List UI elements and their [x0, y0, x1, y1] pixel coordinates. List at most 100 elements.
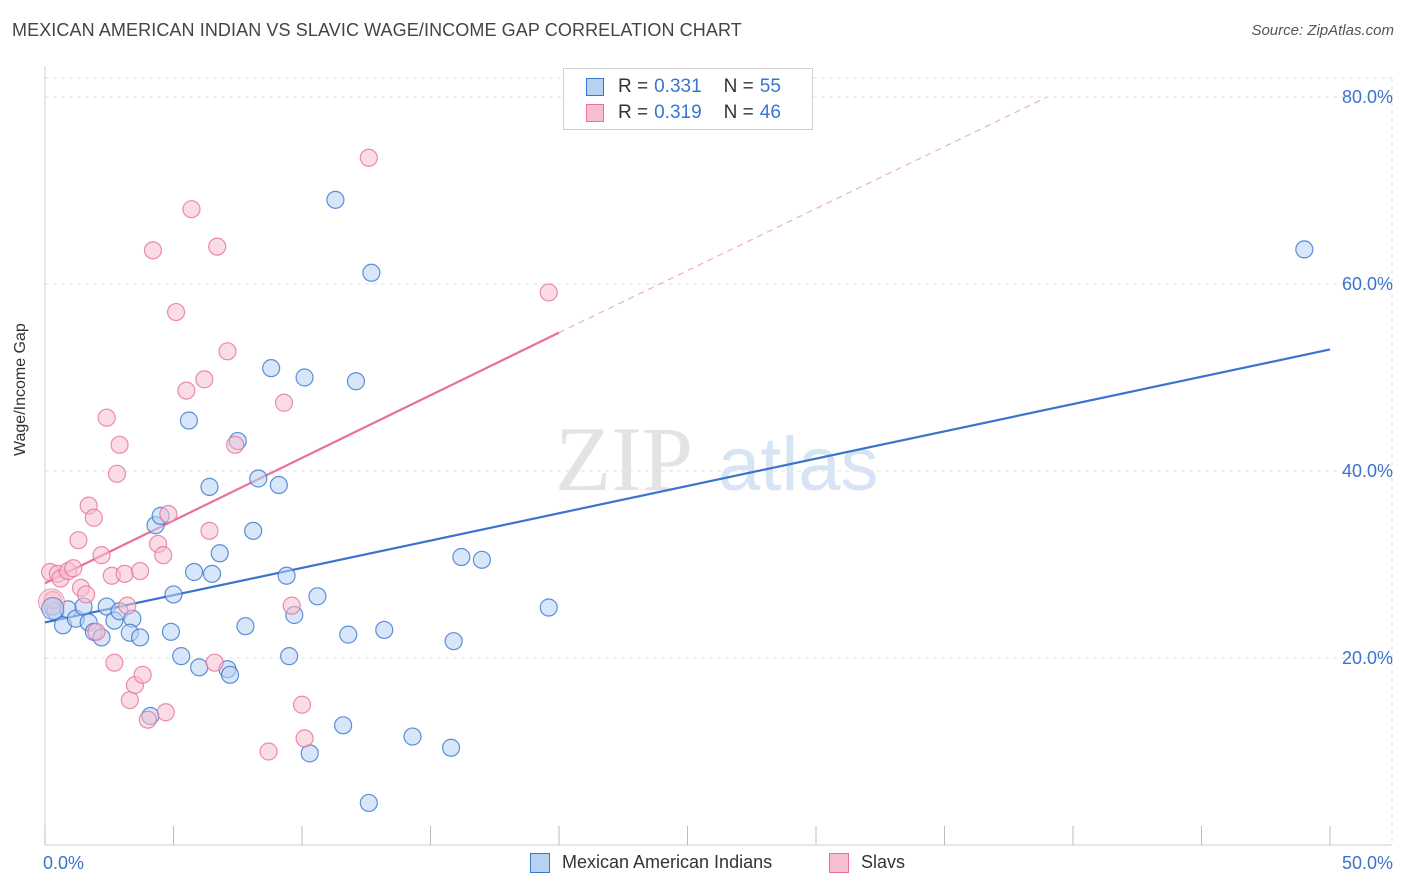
point-mexican-american-indians	[184, 562, 204, 582]
point-mexican-american-indians	[539, 598, 558, 617]
point-mexican-american-indians	[362, 263, 381, 282]
point-slavs	[195, 370, 214, 389]
legend-swatch-pink	[586, 104, 604, 122]
point-mexican-american-indians	[179, 411, 199, 430]
point-mexican-american-indians	[441, 738, 461, 757]
y-tick-label: 60.0%	[1342, 274, 1393, 294]
x-tick-label: 0.0%	[43, 853, 84, 873]
legend-n-value: 46	[759, 102, 781, 123]
point-slavs	[105, 653, 124, 672]
point-slavs	[154, 546, 173, 565]
point-slavs	[97, 408, 116, 427]
point-mexican-american-indians	[130, 628, 150, 647]
legend-swatch-blue	[586, 78, 604, 96]
point-slavs	[130, 561, 150, 581]
point-slavs	[208, 237, 227, 256]
y-tick-label: 40.0%	[1342, 461, 1393, 481]
point-cluster-mexican-american-indians	[41, 596, 65, 620]
point-slavs	[77, 585, 96, 604]
legend-r-value: 0.319	[654, 102, 702, 123]
x-tick-label: 50.0%	[1342, 853, 1393, 873]
chart-title: MEXICAN AMERICAN INDIAN VS SLAVIC WAGE/I…	[12, 20, 742, 40]
point-slavs	[156, 703, 175, 722]
point-mexican-american-indians	[164, 585, 183, 604]
point-mexican-american-indians	[172, 647, 191, 666]
point-slavs	[118, 596, 137, 615]
point-slavs	[218, 342, 237, 361]
correlation-legend: R = 0.331 N = 55 R = 0.319 N = 46	[563, 68, 813, 130]
point-mexican-american-indians	[277, 566, 296, 585]
trend-line-slavs	[44, 331, 560, 585]
trend-line-mexican-american-indians	[44, 348, 1331, 624]
source-label: Source: ZipAtlas.com	[1251, 22, 1394, 39]
point-slavs	[292, 695, 312, 714]
point-slavs	[159, 504, 178, 524]
point-slavs	[259, 742, 278, 761]
point-mexican-american-indians	[326, 190, 345, 209]
point-slavs	[92, 546, 111, 565]
point-mexican-american-indians	[190, 658, 209, 677]
point-slavs	[205, 653, 224, 672]
legend-n-label: N =	[723, 76, 754, 97]
legend-row-mexican-american-indians: R = 0.331 N = 55	[586, 75, 781, 99]
point-slavs	[295, 729, 314, 748]
point-slavs	[84, 508, 103, 527]
point-mexican-american-indians	[308, 587, 327, 606]
point-mexican-american-indians	[375, 620, 394, 640]
point-slavs	[166, 302, 186, 322]
point-mexican-american-indians	[1295, 240, 1314, 259]
point-mexican-american-indians	[236, 617, 255, 636]
point-mexican-american-indians	[472, 550, 491, 569]
point-slavs	[539, 283, 558, 302]
point-slavs	[200, 521, 219, 540]
point-slavs	[177, 381, 196, 400]
point-mexican-american-indians	[210, 544, 229, 563]
point-slavs	[107, 464, 127, 483]
point-mexican-american-indians	[403, 727, 422, 746]
y-tick-label: 80.0%	[1342, 87, 1393, 107]
point-slavs	[115, 564, 134, 583]
point-slavs	[138, 710, 157, 729]
bottom-legend-swatch-pink	[829, 852, 849, 873]
trend-line-slavs-extension	[558, 96, 1048, 334]
point-slavs	[143, 241, 163, 260]
point-mexican-american-indians	[452, 547, 471, 567]
point-slavs	[64, 559, 83, 578]
point-mexican-american-indians	[444, 632, 463, 651]
legend-n-value: 55	[759, 76, 781, 97]
point-mexican-american-indians	[339, 625, 358, 644]
point-mexican-american-indians	[200, 477, 219, 496]
watermark-zip: ZIP	[555, 408, 693, 510]
point-slavs	[182, 200, 201, 219]
point-mexican-american-indians	[244, 521, 263, 540]
bottom-legend-swatch-blue	[530, 852, 550, 873]
point-slavs	[274, 393, 294, 412]
point-slavs	[110, 435, 129, 454]
legend-r-label: R =	[618, 102, 649, 123]
point-slavs	[87, 622, 106, 641]
watermark-atlas: atlas	[718, 422, 879, 507]
point-mexican-american-indians	[202, 564, 222, 583]
point-mexican-american-indians	[262, 359, 281, 378]
point-slavs	[69, 531, 88, 550]
point-mexican-american-indians	[346, 372, 366, 391]
point-mexican-american-indians	[359, 793, 378, 813]
bottom-legend-slavs: Slavs	[829, 852, 905, 873]
legend-r-label: R =	[618, 76, 649, 97]
point-slavs	[226, 435, 245, 454]
point-mexican-american-indians	[280, 647, 299, 666]
y-tick-label: 20.0%	[1342, 648, 1393, 668]
point-mexican-american-indians	[220, 665, 240, 684]
bottom-legend-label: Mexican American Indians	[562, 852, 773, 872]
point-mexican-american-indians	[269, 475, 288, 495]
legend-n-label: N =	[723, 102, 754, 123]
legend-row-slavs: R = 0.319 N = 46	[586, 101, 781, 125]
point-mexican-american-indians	[249, 469, 268, 488]
point-mexican-american-indians	[295, 368, 314, 387]
point-slavs	[282, 596, 301, 615]
bottom-legend-mexican-american-indians: Mexican American Indians	[530, 852, 772, 873]
point-slavs	[359, 148, 378, 167]
legend-r-value: 0.331	[654, 76, 702, 97]
point-slavs	[133, 665, 152, 684]
